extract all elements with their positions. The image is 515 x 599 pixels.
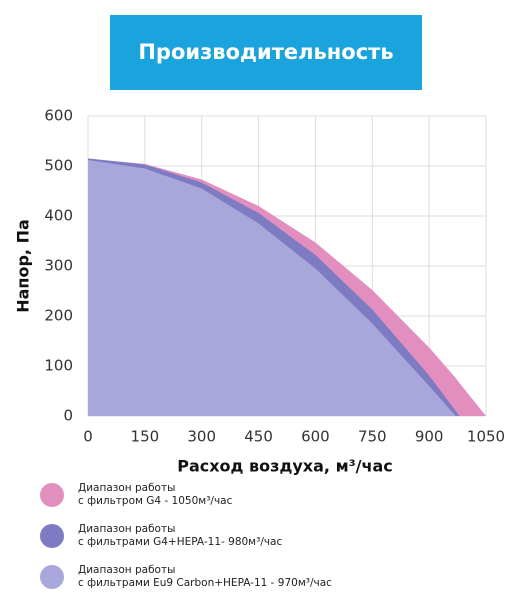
- legend-label: Диапазон работы с фильтром G4 - 1050м³/ч…: [78, 482, 233, 507]
- chart: Производительность Расход воздуха, м³/ча…: [14, 15, 505, 476]
- legend-item: Диапазон работы с фильтром G4 - 1050м³/ч…: [40, 476, 510, 514]
- x-tick-label: 600: [301, 428, 330, 446]
- area: [88, 160, 456, 416]
- y-tick-label: 100: [44, 357, 73, 375]
- y-tick-label: 400: [44, 207, 73, 225]
- x-tick-label: 450: [244, 428, 273, 446]
- chart-title: Производительность: [138, 40, 393, 64]
- y-tick-label: 600: [44, 107, 73, 125]
- legend-swatch: [40, 524, 64, 548]
- legend: Диапазон работы с фильтром G4 - 1050м³/ч…: [40, 476, 510, 599]
- x-tick-label: 150: [131, 428, 160, 446]
- x-tick-label: 300: [187, 428, 216, 446]
- x-tick-label: 1050: [467, 428, 505, 446]
- page: Производительность Расход воздуха, м³/ча…: [13, 15, 506, 589]
- legend-label: Диапазон работы с фильтрами Eu9 Carbon+H…: [78, 564, 332, 589]
- legend-item: Диапазон работы с фильтрами Eu9 Carbon+H…: [40, 558, 510, 596]
- y-tick-label: 200: [44, 307, 73, 325]
- legend-swatch: [40, 565, 64, 589]
- legend-item: Диапазон работы с фильтрами G4+HEPA-11- …: [40, 517, 510, 555]
- y-axis-label: Напор, Па: [14, 219, 33, 313]
- x-tick-label: 0: [83, 428, 93, 446]
- title-banner: [110, 15, 422, 90]
- x-tick-label: 900: [415, 428, 444, 446]
- y-tick-label: 0: [63, 407, 73, 425]
- x-axis-label: Расход воздуха, м³/час: [177, 457, 393, 476]
- x-tick-label: 750: [358, 428, 387, 446]
- legend-label: Диапазон работы с фильтрами G4+HEPA-11- …: [78, 523, 283, 548]
- y-tick-label: 500: [44, 157, 73, 175]
- y-tick-label: 300: [44, 257, 73, 275]
- legend-swatch: [40, 483, 64, 507]
